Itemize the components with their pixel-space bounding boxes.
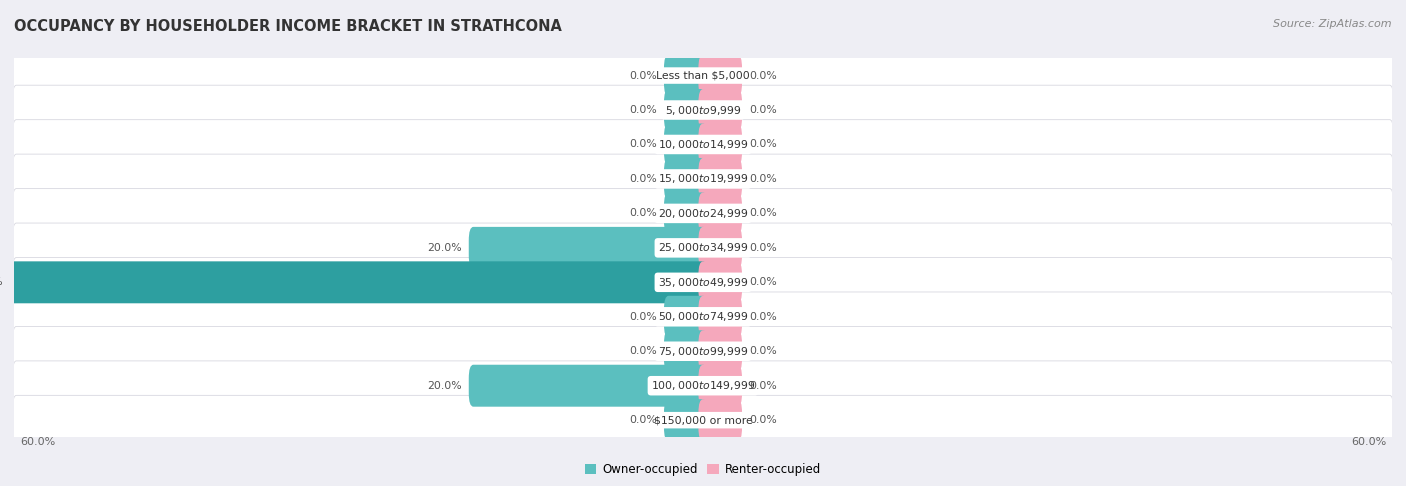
FancyBboxPatch shape: [664, 330, 707, 372]
Text: $25,000 to $34,999: $25,000 to $34,999: [658, 242, 748, 254]
FancyBboxPatch shape: [13, 395, 1393, 445]
Text: $100,000 to $149,999: $100,000 to $149,999: [651, 379, 755, 392]
Text: $20,000 to $24,999: $20,000 to $24,999: [658, 207, 748, 220]
Text: 0.0%: 0.0%: [630, 346, 657, 356]
FancyBboxPatch shape: [664, 158, 707, 200]
Text: $150,000 or more: $150,000 or more: [654, 415, 752, 425]
FancyBboxPatch shape: [699, 330, 742, 372]
Text: 60.0%: 60.0%: [20, 437, 55, 448]
FancyBboxPatch shape: [699, 296, 742, 338]
FancyBboxPatch shape: [468, 364, 707, 407]
Text: 0.0%: 0.0%: [749, 415, 776, 425]
FancyBboxPatch shape: [13, 327, 1393, 376]
Text: 0.0%: 0.0%: [749, 346, 776, 356]
Text: 0.0%: 0.0%: [630, 139, 657, 150]
FancyBboxPatch shape: [13, 361, 1393, 411]
Text: $50,000 to $74,999: $50,000 to $74,999: [658, 310, 748, 323]
FancyBboxPatch shape: [13, 189, 1393, 238]
Text: 60.0%: 60.0%: [0, 278, 3, 287]
Text: 0.0%: 0.0%: [630, 208, 657, 218]
Text: OCCUPANCY BY HOUSEHOLDER INCOME BRACKET IN STRATHCONA: OCCUPANCY BY HOUSEHOLDER INCOME BRACKET …: [14, 19, 562, 35]
FancyBboxPatch shape: [699, 123, 742, 165]
FancyBboxPatch shape: [13, 292, 1393, 342]
FancyBboxPatch shape: [699, 192, 742, 234]
Text: 0.0%: 0.0%: [749, 381, 776, 391]
Text: 0.0%: 0.0%: [749, 278, 776, 287]
Text: $15,000 to $19,999: $15,000 to $19,999: [658, 173, 748, 186]
FancyBboxPatch shape: [664, 399, 707, 441]
Text: 0.0%: 0.0%: [749, 243, 776, 253]
Text: 20.0%: 20.0%: [427, 381, 461, 391]
Text: 0.0%: 0.0%: [630, 70, 657, 81]
Text: 20.0%: 20.0%: [427, 243, 461, 253]
FancyBboxPatch shape: [699, 399, 742, 441]
FancyBboxPatch shape: [13, 120, 1393, 169]
Text: $75,000 to $99,999: $75,000 to $99,999: [658, 345, 748, 358]
FancyBboxPatch shape: [664, 192, 707, 234]
Text: 0.0%: 0.0%: [749, 312, 776, 322]
FancyBboxPatch shape: [699, 89, 742, 131]
Text: 0.0%: 0.0%: [630, 174, 657, 184]
Text: 0.0%: 0.0%: [749, 174, 776, 184]
Text: 0.0%: 0.0%: [630, 415, 657, 425]
FancyBboxPatch shape: [468, 227, 707, 269]
FancyBboxPatch shape: [664, 296, 707, 338]
Text: 0.0%: 0.0%: [749, 208, 776, 218]
FancyBboxPatch shape: [699, 261, 742, 303]
FancyBboxPatch shape: [699, 158, 742, 200]
Text: Source: ZipAtlas.com: Source: ZipAtlas.com: [1274, 19, 1392, 30]
FancyBboxPatch shape: [13, 51, 1393, 101]
Text: $5,000 to $9,999: $5,000 to $9,999: [665, 104, 741, 117]
FancyBboxPatch shape: [664, 54, 707, 97]
FancyBboxPatch shape: [699, 364, 742, 407]
Text: 0.0%: 0.0%: [630, 312, 657, 322]
Legend: Owner-occupied, Renter-occupied: Owner-occupied, Renter-occupied: [579, 458, 827, 481]
Text: $35,000 to $49,999: $35,000 to $49,999: [658, 276, 748, 289]
Text: 0.0%: 0.0%: [749, 70, 776, 81]
FancyBboxPatch shape: [13, 85, 1393, 135]
Text: Less than $5,000: Less than $5,000: [657, 70, 749, 81]
Text: 0.0%: 0.0%: [630, 105, 657, 115]
Text: 0.0%: 0.0%: [749, 139, 776, 150]
FancyBboxPatch shape: [699, 227, 742, 269]
FancyBboxPatch shape: [10, 261, 707, 303]
FancyBboxPatch shape: [13, 258, 1393, 307]
FancyBboxPatch shape: [13, 223, 1393, 273]
FancyBboxPatch shape: [664, 89, 707, 131]
Text: 60.0%: 60.0%: [1351, 437, 1386, 448]
FancyBboxPatch shape: [699, 54, 742, 97]
FancyBboxPatch shape: [13, 154, 1393, 204]
Text: 0.0%: 0.0%: [749, 105, 776, 115]
FancyBboxPatch shape: [664, 123, 707, 165]
Text: $10,000 to $14,999: $10,000 to $14,999: [658, 138, 748, 151]
